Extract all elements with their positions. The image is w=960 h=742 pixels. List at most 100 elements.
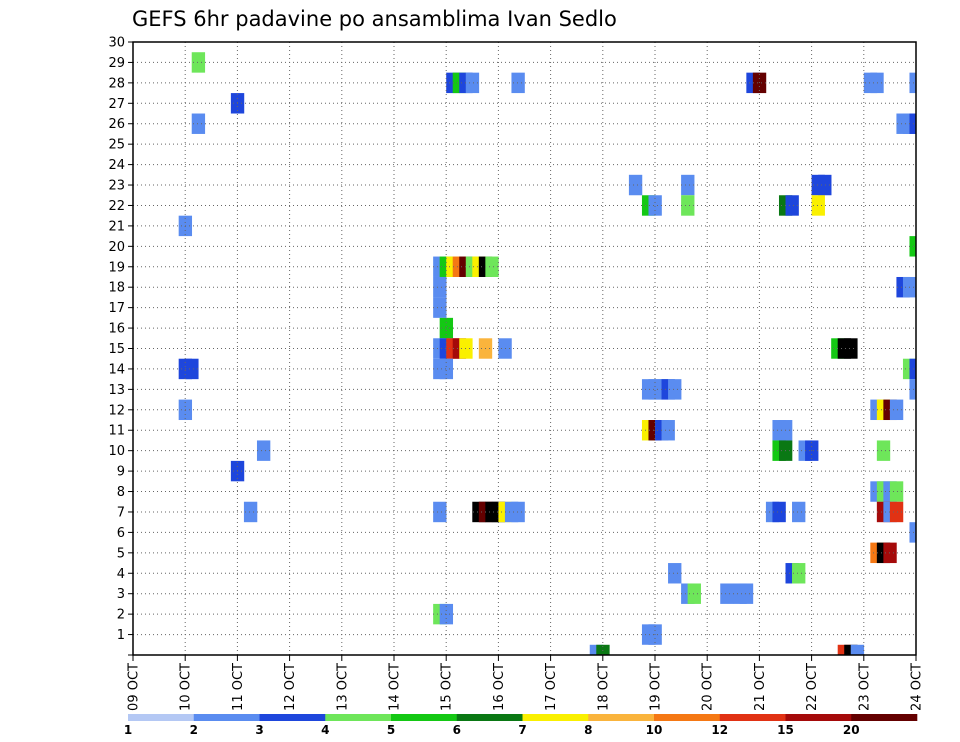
heat-cell xyxy=(243,501,258,523)
y-axis: 1234567891011121314151617181920212223242… xyxy=(108,36,133,656)
x-tick-label: 12 OCT xyxy=(283,663,298,711)
heat-cell xyxy=(191,113,206,134)
heat-cell xyxy=(433,501,447,523)
y-tick-label: 26 xyxy=(108,117,125,132)
legend-swatch xyxy=(391,714,458,721)
x-tick-label: 13 OCT xyxy=(335,663,350,711)
y-tick-label: 25 xyxy=(108,138,125,153)
y-tick-label: 29 xyxy=(108,56,125,71)
heat-cell xyxy=(909,236,917,257)
heat-cell xyxy=(909,522,917,543)
legend-swatch xyxy=(785,714,852,721)
y-tick-label: 5 xyxy=(117,546,125,561)
y-tick-label: 9 xyxy=(117,465,125,480)
legend-swatch xyxy=(325,714,392,721)
y-tick-label: 24 xyxy=(108,158,125,173)
legend-label: 1 xyxy=(124,723,132,737)
x-tick-label: 11 OCT xyxy=(231,663,246,711)
heat-cell xyxy=(785,195,799,216)
chart-title: GEFS 6hr padavine po ansamblima Ivan Sed… xyxy=(132,7,617,31)
legend-label: 8 xyxy=(584,723,592,737)
y-tick-label: 20 xyxy=(108,240,125,255)
legend-swatch xyxy=(588,714,655,721)
heat-cell xyxy=(818,174,832,196)
heat-cell xyxy=(792,563,806,584)
x-tick-label: 18 OCT xyxy=(596,663,611,711)
heat-cell xyxy=(433,297,447,318)
heat-cell xyxy=(668,379,682,400)
y-tick-label: 10 xyxy=(108,444,125,459)
heat-cell xyxy=(628,174,643,196)
y-tick-label: 21 xyxy=(108,219,125,234)
heat-cell xyxy=(256,440,271,461)
y-tick-label: 30 xyxy=(108,36,125,51)
x-tick-label: 14 OCT xyxy=(388,663,403,711)
x-tick-label: 19 OCT xyxy=(649,663,664,711)
heat-cell xyxy=(909,72,917,94)
y-tick-label: 4 xyxy=(117,567,125,582)
x-tick-label: 23 OCT xyxy=(857,663,872,711)
legend-label: 10 xyxy=(646,723,663,737)
color-legend: 1 2 3 4 5 6 7 8 10 12 15 20 xyxy=(124,714,918,737)
y-tick-label: 13 xyxy=(108,383,125,398)
legend-swatch xyxy=(193,714,260,721)
heat-cell xyxy=(465,72,480,94)
legend-label: 5 xyxy=(387,723,395,737)
x-tick-label: 21 OCT xyxy=(753,663,768,711)
legend-swatch xyxy=(654,714,721,721)
y-tick-label: 23 xyxy=(108,179,125,194)
heat-cell xyxy=(909,113,917,134)
y-tick-label: 18 xyxy=(108,281,125,296)
heat-cell xyxy=(668,563,682,584)
y-tick-label: 6 xyxy=(117,526,125,541)
heat-cell xyxy=(889,399,904,421)
heat-cell xyxy=(661,420,675,441)
heat-cell xyxy=(889,501,904,523)
legend-swatch xyxy=(456,714,523,721)
x-axis: 09 OCT 10 OCT 11 OCT 12 OCT 13 OCT 14 OCT 15 O… xyxy=(127,655,925,711)
heat-cell xyxy=(433,276,447,298)
legend-swatch xyxy=(851,714,918,721)
y-tick-label: 2 xyxy=(117,608,125,623)
heat-cell xyxy=(772,501,786,523)
y-tick-label: 12 xyxy=(108,403,125,418)
x-tick-label: 22 OCT xyxy=(805,663,820,711)
y-tick-label: 8 xyxy=(117,485,125,500)
y-tick-label: 27 xyxy=(108,97,125,112)
heat-cell xyxy=(889,481,904,502)
legend-label: 2 xyxy=(190,723,198,737)
x-tick-label: 16 OCT xyxy=(492,663,507,711)
x-tick-label: 15 OCT xyxy=(440,663,455,711)
y-tick-label: 16 xyxy=(108,322,125,337)
heat-cell xyxy=(909,358,917,380)
heat-cell xyxy=(681,174,695,196)
heat-cell xyxy=(792,501,806,523)
legend-label: 7 xyxy=(518,723,526,737)
y-tick-label: 15 xyxy=(108,342,125,357)
y-tick-label: 1 xyxy=(117,628,125,643)
heat-cell xyxy=(596,644,610,655)
legend-label: 15 xyxy=(777,723,794,737)
heat-cell xyxy=(511,501,525,523)
heat-cell xyxy=(439,317,454,339)
heat-cell xyxy=(648,195,662,216)
legend-label: 6 xyxy=(453,723,461,737)
y-tick-label: 28 xyxy=(108,76,125,91)
y-tick-label: 14 xyxy=(108,362,125,377)
x-tick-label: 20 OCT xyxy=(701,663,716,711)
heat-cell xyxy=(844,338,858,359)
heat-cell xyxy=(681,195,695,216)
heat-cell xyxy=(739,583,754,604)
y-tick-label: 3 xyxy=(117,587,125,602)
y-tick-label: 22 xyxy=(108,199,125,214)
heat-cell xyxy=(439,358,454,380)
y-tick-label: 7 xyxy=(117,505,125,520)
x-tick-label: 09 OCT xyxy=(127,663,142,711)
x-tick-label: 10 OCT xyxy=(179,663,194,711)
legend-label: 20 xyxy=(843,723,860,737)
legend-swatch xyxy=(522,714,589,721)
legend-swatch xyxy=(719,714,786,721)
heat-cell xyxy=(850,644,865,655)
heat-cell xyxy=(191,52,206,73)
